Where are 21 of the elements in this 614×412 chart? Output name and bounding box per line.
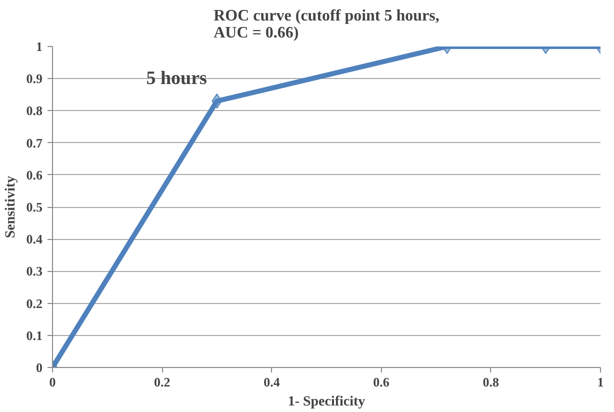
y-tick-label: 0.1 — [26, 328, 42, 343]
y-tick-label: 0 — [36, 360, 42, 375]
annotation: 5 hours — [146, 68, 207, 90]
y-tick-label: 0.6 — [26, 167, 43, 182]
x-tick-label: 1 — [597, 374, 604, 390]
x-tick-label: 0.6 — [373, 374, 390, 390]
y-tick-label: 0.4 — [26, 232, 43, 247]
y-tick-label: 0.7 — [26, 135, 43, 150]
x-tick-label: 0 — [49, 374, 56, 390]
y-tick-label: 0.3 — [26, 264, 43, 279]
x-tick-label: 0.8 — [482, 374, 500, 390]
x-axis-title: 1- Specificity — [288, 394, 366, 410]
y-tick-label: 1 — [36, 39, 42, 54]
x-tick-label: 0.4 — [264, 374, 280, 390]
y-tick-label: 0.2 — [26, 296, 42, 311]
chart-title: ROC curve (cutoff point 5 hours, AUC = 0.66) — [214, 8, 440, 42]
y-axis-title: Sensitivity — [3, 176, 18, 238]
y-tick-label: 0.8 — [26, 103, 43, 118]
y-tick-label: 0.5 — [26, 200, 43, 214]
x-tick-label: 0.2 — [154, 374, 170, 390]
y-tick-label: 0.9 — [26, 71, 43, 86]
